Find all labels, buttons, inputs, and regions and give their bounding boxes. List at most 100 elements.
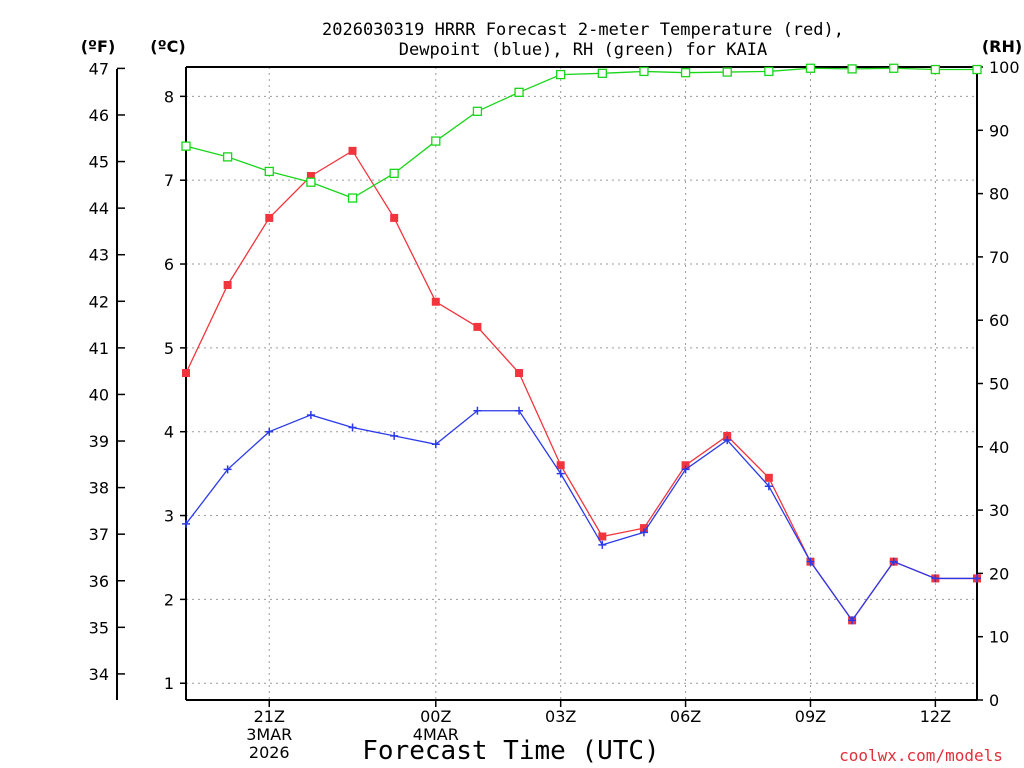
temperature-data-point [390, 213, 399, 222]
rh-tick-label: 40 [989, 438, 1009, 457]
celsius-tick-label: 2 [164, 590, 174, 609]
rh-tick-label: 20 [989, 564, 1009, 583]
fahrenheit-tick-label: 45 [89, 153, 109, 172]
rh-data-point [472, 106, 483, 116]
rh-data-point [764, 66, 774, 77]
temperature-data-point [182, 369, 190, 378]
chart-title-line-1: 2026030319 HRRR Forecast 2-meter Tempera… [322, 20, 844, 40]
rh-tick-label: 0 [989, 691, 999, 710]
rh-data-point [639, 66, 649, 77]
rh-data-point [805, 63, 816, 73]
celsius-tick-label: 5 [164, 339, 174, 358]
dewpoint-data-point [348, 423, 357, 432]
x-tick-label: 09Z [795, 707, 826, 726]
x-tick-label: 21Z [254, 707, 285, 726]
rh-data-point [680, 68, 691, 78]
dewpoint-data-point [681, 465, 690, 474]
celsius-tick-label: 6 [164, 255, 174, 274]
temperature-data-point [265, 213, 274, 222]
rh-data-point [222, 152, 233, 162]
data-series [181, 63, 982, 625]
dewpoint-data-point [973, 574, 981, 583]
dewpoint-data-point [223, 465, 232, 474]
dewpoint-data-point [390, 431, 399, 440]
rh-data-point [556, 69, 566, 80]
axes: 1234567834353637383940414243444546470102… [89, 58, 1020, 762]
dewpoint-data-point [764, 482, 773, 491]
temperature-data-point [639, 524, 648, 533]
temperature-data-point [473, 322, 482, 331]
x-tick-label: 12Z [920, 707, 951, 726]
x-axis-label: Forecast Time (UTC) [362, 736, 659, 766]
rh-data-point [306, 177, 316, 187]
dewpoint-data-point [639, 528, 648, 537]
rh-tick-label: 70 [989, 248, 1009, 267]
rh-data-point [930, 64, 941, 75]
rh-tick-label: 50 [989, 375, 1009, 394]
fahrenheit-tick-label: 35 [89, 618, 109, 637]
temperature-data-point [681, 461, 690, 470]
temperature-data-point [723, 431, 732, 440]
fahrenheit-tick-label: 47 [89, 59, 109, 78]
dewpoint-data-point [598, 540, 607, 549]
dewpoint-data-point [182, 519, 190, 528]
credit-link[interactable]: coolwx.com/models [839, 746, 1003, 765]
x-tick-label: 2026 [249, 743, 290, 762]
fahrenheit-tick-label: 44 [89, 199, 109, 218]
rh-unit-label: (RH) [982, 37, 1022, 56]
celsius-unit-label: (ºC) [150, 37, 185, 56]
rh-data-point [889, 63, 899, 73]
rh-tick-label: 80 [989, 185, 1009, 204]
fahrenheit-tick-label: 43 [89, 246, 109, 265]
rh-data-point [347, 193, 358, 203]
fahrenheit-tick-label: 36 [89, 572, 109, 591]
x-tick-label: 00Z [420, 707, 451, 726]
rh-data-point [389, 168, 399, 178]
celsius-tick-label: 7 [164, 171, 174, 190]
rh-data-point [264, 166, 274, 177]
temperature-data-point [556, 461, 565, 470]
rh-tick-label: 90 [989, 121, 1009, 140]
fahrenheit-tick-label: 40 [89, 385, 109, 404]
fahrenheit-tick-label: 46 [89, 106, 109, 125]
fahrenheit-tick-label: 39 [89, 432, 109, 451]
dewpoint-data-point [931, 574, 940, 583]
x-tick-label: 03Z [545, 707, 576, 726]
dewpoint-data-point [556, 469, 565, 478]
grid-lines [186, 67, 977, 700]
rh-series-line [185, 67, 977, 199]
rh-data-point [431, 136, 441, 146]
x-tick-label: 06Z [670, 707, 701, 726]
rh-tick-label: 100 [989, 58, 1020, 77]
dewpoint-data-point [306, 410, 315, 419]
dewpoint-data-point [806, 557, 815, 566]
celsius-tick-label: 8 [164, 87, 174, 106]
dewpoint-data-point [431, 440, 440, 449]
x-tick-label: 3MAR [246, 725, 292, 744]
temperature-data-point [764, 473, 773, 482]
temperature-data-point [348, 146, 357, 155]
chart-title-line-2: Dewpoint (blue), RH (green) for KAIA [399, 40, 767, 60]
celsius-tick-label: 4 [164, 423, 174, 442]
dewpoint-data-point [265, 427, 274, 436]
dewpoint-data-point [723, 436, 732, 445]
fahrenheit-tick-label: 34 [89, 665, 109, 684]
temperature-data-point [306, 171, 315, 180]
dewpoint-data-point [848, 616, 857, 625]
rh-tick-label: 30 [989, 501, 1009, 520]
rh-tick-label: 60 [989, 311, 1009, 330]
rh-data-point [722, 67, 732, 77]
dewpoint-data-point [473, 406, 482, 415]
rh-data-point [847, 64, 857, 74]
rh-data-point [597, 68, 607, 78]
rh-data-point [514, 87, 524, 97]
temperature-data-point [223, 280, 232, 289]
celsius-tick-label: 3 [164, 507, 174, 526]
fahrenheit-tick-label: 41 [89, 339, 109, 358]
dewpoint-data-point [515, 406, 524, 415]
rh-data-point [181, 141, 191, 151]
dewpoint-data-point [889, 557, 898, 566]
fahrenheit-tick-label: 42 [89, 292, 109, 311]
rh-tick-label: 10 [989, 628, 1009, 647]
